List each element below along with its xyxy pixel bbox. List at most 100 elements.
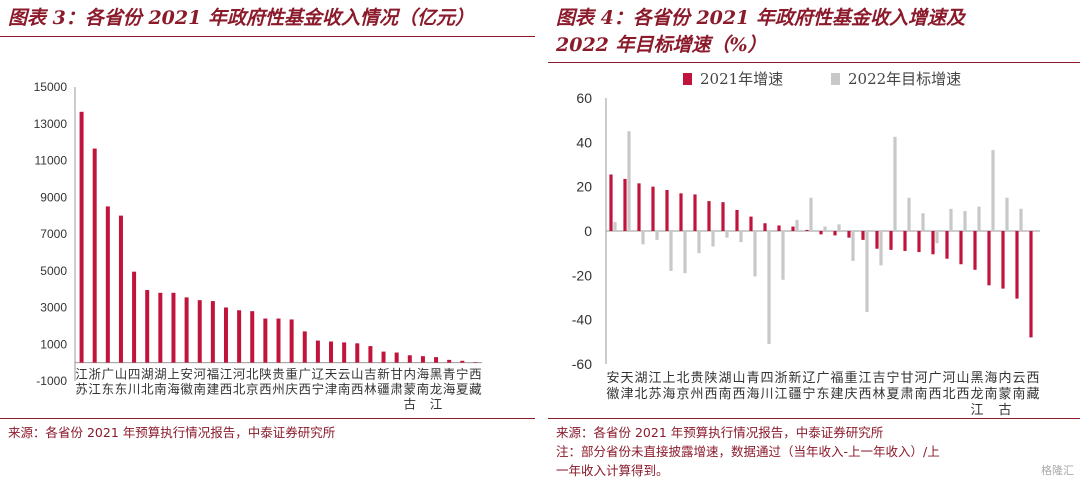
bar xyxy=(959,231,963,265)
x-tick-label: 徽 xyxy=(606,387,619,402)
x-tick-label: 辽 xyxy=(802,371,815,386)
bar xyxy=(250,311,255,363)
bar xyxy=(973,231,977,270)
x-tick-label: 四 xyxy=(760,371,773,386)
x-tick-label: 甘 xyxy=(390,367,403,382)
bar xyxy=(767,231,771,345)
x-tick-label: 徽 xyxy=(180,382,193,397)
chart-title-line2: 2022 年目标增速（%） xyxy=(556,34,767,56)
x-tick-label: 南 xyxy=(984,386,997,402)
bar xyxy=(342,342,347,363)
x-tick-label: 海 xyxy=(417,367,430,382)
bar xyxy=(276,318,281,363)
bar xyxy=(963,211,967,231)
bar xyxy=(627,131,631,231)
bar xyxy=(889,231,893,250)
bar xyxy=(861,231,865,240)
bar xyxy=(613,222,617,231)
x-tick-label: 东 xyxy=(102,382,115,397)
y-tick-label: 0 xyxy=(584,223,592,239)
x-tick-label: 天 xyxy=(325,367,338,382)
x-tick-label: 西 xyxy=(956,387,969,402)
x-tick-label: 重 xyxy=(844,370,857,386)
x-tick-label: 贵 xyxy=(690,371,703,386)
bar xyxy=(721,202,725,231)
x-tick-label: 南 xyxy=(338,382,351,397)
bar xyxy=(184,297,189,363)
x-tick-label: 山 xyxy=(115,367,128,382)
x-tick-label: 西 xyxy=(928,387,941,402)
y-tick-label: 20 xyxy=(576,179,592,195)
bar xyxy=(847,231,851,238)
x-tick-label: 黑 xyxy=(430,367,443,382)
bar xyxy=(739,231,743,243)
x-tick-label: 建 xyxy=(830,387,843,402)
bar xyxy=(434,357,439,363)
x-tick-label: 藏 xyxy=(469,382,482,397)
bar xyxy=(447,359,452,363)
x-tick-label: 州 xyxy=(690,387,703,402)
bar xyxy=(263,318,268,363)
x-tick-label: 西 xyxy=(351,382,364,397)
bar xyxy=(931,231,935,255)
bar xyxy=(921,213,925,231)
x-tick-label: 庆 xyxy=(285,382,298,397)
x-tick-label: 川 xyxy=(760,387,773,402)
bar xyxy=(777,225,781,231)
bar xyxy=(707,201,711,231)
x-tick-label: 浙 xyxy=(88,367,101,382)
x-tick-label: 林 xyxy=(364,382,377,397)
x-tick-label: 安 xyxy=(606,371,619,386)
bar xyxy=(132,271,137,363)
x-tick-label: 河 xyxy=(193,367,206,382)
x-tick-label: 藏 xyxy=(1026,387,1039,402)
x-tick-label: 辽 xyxy=(312,367,325,382)
bar xyxy=(1001,231,1005,289)
bar xyxy=(473,362,478,363)
panel-growth-rate: 图表 4：各省份 2021 年政府性基金收入增速及 2022 年目标增速（%） … xyxy=(548,0,1080,484)
x-tick-label: 河 xyxy=(233,367,246,382)
bar xyxy=(683,231,687,274)
bar xyxy=(623,178,627,231)
x-tick-label: 云 xyxy=(338,367,351,382)
bar xyxy=(917,231,921,253)
bar xyxy=(679,193,683,231)
bar xyxy=(460,360,465,363)
x-tick-label: 宁 xyxy=(312,382,325,397)
source-rule xyxy=(0,418,535,419)
bar xyxy=(875,231,879,249)
bar xyxy=(92,148,97,363)
x-tick-label: 江 xyxy=(970,403,983,416)
bar xyxy=(237,310,242,363)
title-rule xyxy=(0,36,535,37)
y-tick-label: 7000 xyxy=(40,227,67,241)
bar xyxy=(735,209,739,231)
bar xyxy=(381,351,386,363)
bar xyxy=(158,292,163,363)
bar xyxy=(805,229,809,231)
bar xyxy=(711,231,715,247)
bar xyxy=(210,301,215,363)
bar xyxy=(1005,197,1009,231)
x-tick-label: 夏 xyxy=(456,382,469,397)
x-tick-label: 湖 xyxy=(634,371,647,386)
x-tick-label: 宁 xyxy=(802,386,815,402)
x-tick-label: 浙 xyxy=(774,371,787,386)
x-tick-label: 青 xyxy=(746,371,759,386)
x-tick-label: 南 xyxy=(1012,386,1025,402)
x-tick-label: 西 xyxy=(220,382,233,397)
x-tick-label: 内 xyxy=(998,370,1011,386)
x-tick-label: 甘 xyxy=(900,371,913,386)
x-tick-label: 天 xyxy=(620,371,633,386)
bar xyxy=(763,223,767,231)
x-tick-label: 北 xyxy=(233,382,246,397)
x-tick-label: 海 xyxy=(167,382,180,397)
bar xyxy=(749,216,753,231)
note-line2: 一年收入计算得到。 xyxy=(556,463,669,478)
x-tick-label: 江 xyxy=(220,367,233,382)
x-tick-label: 南 xyxy=(914,386,927,402)
x-tick-label: 广 xyxy=(816,371,829,386)
bar xyxy=(420,356,425,363)
x-tick-label: 建 xyxy=(207,382,220,397)
bar xyxy=(197,300,202,363)
